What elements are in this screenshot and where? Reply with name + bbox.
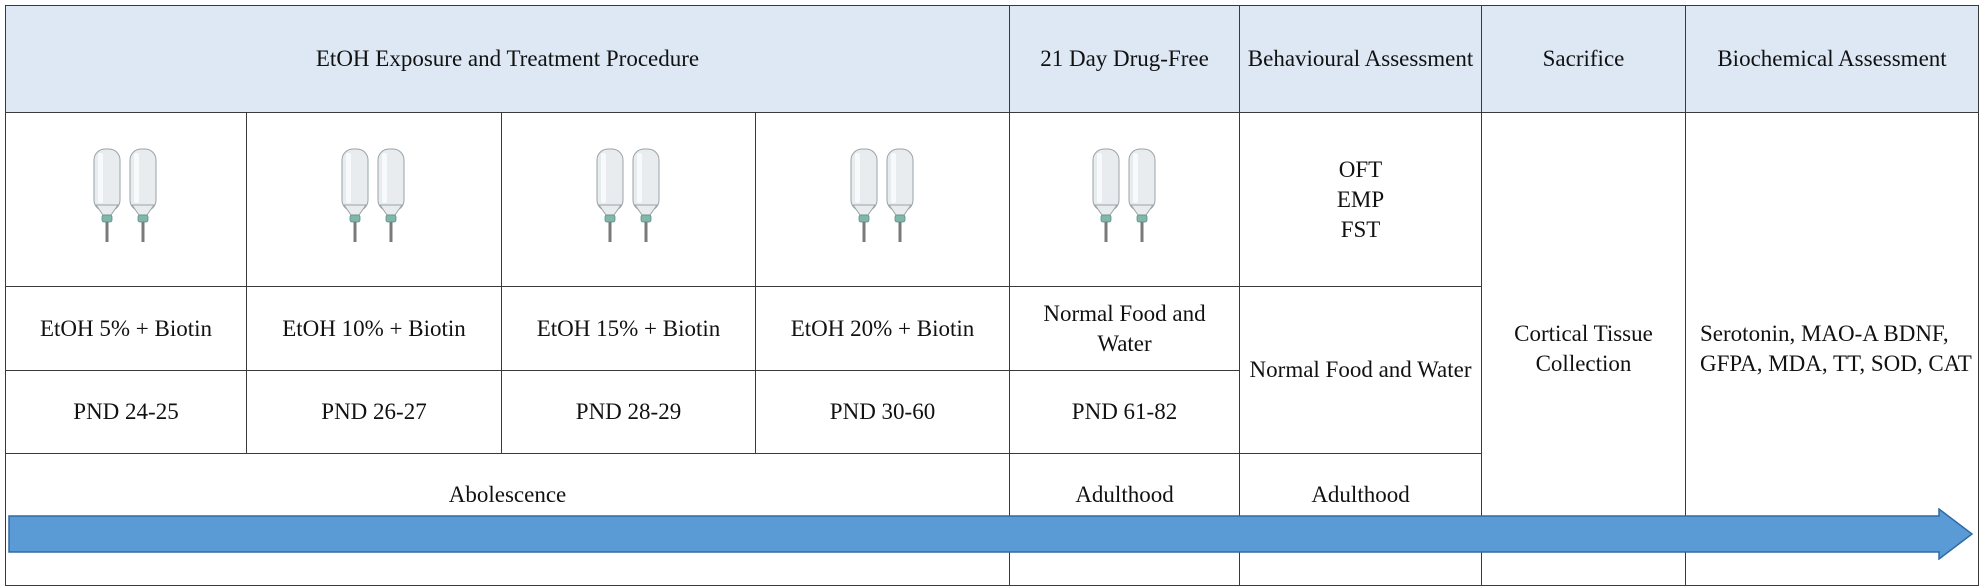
timeline-arrow-shape <box>8 508 1974 560</box>
timeline-arrow <box>8 508 1974 560</box>
header-sacrifice: Sacrifice <box>1481 5 1687 113</box>
drug-free-condition: Normal Food and Water <box>1009 286 1241 371</box>
header-exposure: EtOH Exposure and Treatment Procedure <box>4 5 1011 113</box>
header-behavioural: Behavioural Assessment <box>1239 5 1483 113</box>
water-bottle-pair-icon <box>847 147 919 253</box>
pnd-label-1: PND 24-25 <box>5 370 247 454</box>
bottle-cell-3 <box>501 112 756 287</box>
behavioural-condition: Normal Food and Water <box>1239 286 1483 454</box>
water-bottle-pair-icon <box>338 147 410 253</box>
water-bottle-pair-icon <box>593 147 665 253</box>
bottle-cell-2 <box>246 112 502 287</box>
bottle-cell-5 <box>1009 112 1241 287</box>
water-bottle-pair-icon <box>90 147 162 253</box>
bottle-cell-1 <box>5 112 247 287</box>
pnd-label-4: PND 30-60 <box>754 370 1011 454</box>
header-drug-free: 21 Day Drug-Free <box>1009 5 1241 113</box>
treatment-label-2: EtOH 10% + Biotin <box>246 286 502 371</box>
pnd-label-5: PND 61-82 <box>1009 370 1241 454</box>
water-bottle-pair-icon <box>1089 147 1161 253</box>
treatment-label-3: EtOH 15% + Biotin <box>501 286 756 371</box>
behavioural-tests: OFT EMP FST <box>1239 112 1483 287</box>
sacrifice-detail: Cortical Tissue Collection <box>1481 112 1687 586</box>
pnd-label-3: PND 28-29 <box>501 370 756 454</box>
header-biochemical: Biochemical Assessment <box>1685 5 1980 113</box>
treatment-label-1: EtOH 5% + Biotin <box>5 286 247 371</box>
timeline-table: EtOH Exposure and Treatment Procedure 21… <box>4 5 1980 586</box>
bottle-cell-4 <box>754 112 1011 287</box>
pnd-label-2: PND 26-27 <box>246 370 502 454</box>
treatment-label-4: EtOH 20% + Biotin <box>754 286 1011 371</box>
